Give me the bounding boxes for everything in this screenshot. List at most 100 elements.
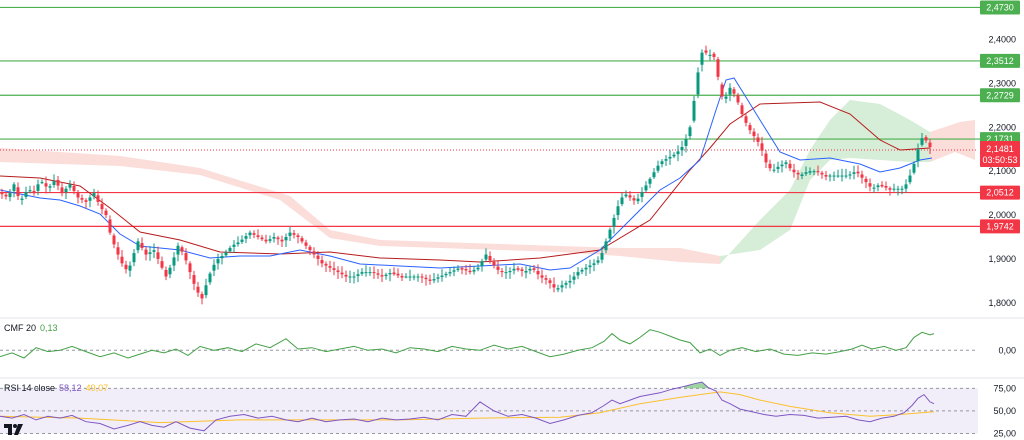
candle[interactable] — [432, 273, 436, 284]
candle[interactable] — [0, 188, 4, 199]
candle[interactable] — [656, 160, 660, 173]
candle[interactable] — [664, 155, 668, 167]
candle[interactable] — [768, 159, 772, 172]
candle[interactable] — [652, 168, 656, 179]
candle[interactable] — [192, 270, 196, 291]
candle[interactable] — [896, 185, 900, 196]
candle[interactable] — [424, 274, 428, 286]
candle[interactable] — [244, 232, 248, 244]
candle[interactable] — [676, 145, 680, 162]
candle[interactable] — [48, 183, 52, 192]
candle[interactable] — [292, 229, 296, 239]
candle[interactable] — [920, 133, 924, 147]
candle[interactable] — [304, 239, 308, 250]
candle[interactable] — [124, 260, 128, 274]
candle[interactable] — [252, 230, 256, 239]
candle[interactable] — [888, 186, 892, 196]
candle[interactable] — [800, 172, 804, 180]
candle[interactable] — [40, 179, 44, 185]
candle[interactable] — [484, 248, 488, 262]
candle[interactable] — [80, 194, 84, 204]
candle[interactable] — [860, 170, 864, 184]
candle[interactable] — [476, 263, 480, 272]
candle[interactable] — [220, 253, 224, 265]
candle[interactable] — [144, 246, 148, 261]
candle[interactable] — [300, 235, 304, 244]
candle[interactable] — [12, 182, 16, 198]
candle[interactable] — [560, 280, 564, 293]
candle[interactable] — [168, 264, 172, 279]
price-axis[interactable]: 2,4730 2,3512 2,2729 2,1731 2,0512 1,9742 2,40… — [980, 0, 1020, 438]
candle[interactable] — [456, 265, 460, 272]
candle[interactable] — [288, 227, 292, 242]
candle[interactable] — [72, 181, 76, 195]
candle[interactable] — [140, 237, 144, 251]
candle[interactable] — [396, 268, 400, 279]
candle[interactable] — [536, 264, 540, 280]
candle[interactable] — [616, 200, 620, 221]
candle[interactable] — [924, 135, 928, 144]
candle[interactable] — [388, 268, 392, 282]
candle[interactable] — [56, 175, 60, 191]
candle[interactable] — [232, 240, 236, 254]
candle[interactable] — [356, 269, 360, 283]
candle[interactable] — [584, 263, 588, 276]
candle[interactable] — [272, 232, 276, 243]
candle[interactable] — [496, 261, 500, 275]
candle[interactable] — [756, 133, 760, 147]
candle[interactable] — [436, 273, 440, 283]
candle[interactable] — [464, 264, 468, 276]
candle[interactable] — [228, 245, 232, 254]
candle[interactable] — [412, 274, 416, 281]
candle[interactable] — [716, 56, 720, 81]
candle[interactable] — [52, 174, 56, 188]
candle[interactable] — [740, 102, 744, 118]
candle[interactable] — [516, 266, 520, 272]
candle[interactable] — [552, 277, 556, 293]
candle[interactable] — [760, 136, 764, 156]
candle[interactable] — [348, 270, 352, 284]
candle[interactable] — [392, 267, 396, 276]
candle[interactable] — [416, 273, 420, 282]
candle[interactable] — [572, 271, 576, 285]
candle[interactable] — [528, 265, 532, 275]
candle[interactable] — [732, 87, 736, 98]
candle[interactable] — [112, 233, 116, 249]
candle[interactable] — [780, 160, 784, 173]
candle[interactable] — [808, 167, 812, 175]
candle[interactable] — [620, 192, 624, 207]
candle[interactable] — [796, 169, 800, 181]
candle[interactable] — [440, 269, 444, 282]
candle[interactable] — [712, 51, 716, 61]
candle[interactable] — [660, 159, 664, 168]
candle[interactable] — [492, 258, 496, 269]
candle[interactable] — [328, 260, 332, 273]
candle[interactable] — [692, 95, 696, 123]
candle[interactable] — [488, 251, 492, 264]
candle[interactable] — [264, 234, 268, 244]
candle[interactable] — [596, 256, 600, 265]
candle[interactable] — [108, 215, 112, 235]
candle[interactable] — [284, 233, 288, 247]
candle[interactable] — [556, 284, 560, 293]
candle[interactable] — [544, 274, 548, 285]
candle[interactable] — [688, 125, 692, 140]
candle[interactable] — [540, 269, 544, 284]
candle[interactable] — [736, 92, 740, 105]
candle[interactable] — [500, 268, 504, 278]
candle[interactable] — [184, 248, 188, 265]
candle[interactable] — [504, 265, 508, 279]
candle[interactable] — [100, 198, 104, 215]
candle[interactable] — [468, 264, 472, 275]
candle[interactable] — [216, 253, 220, 270]
candle[interactable] — [164, 266, 168, 281]
candle[interactable] — [744, 113, 748, 127]
candle[interactable] — [152, 243, 156, 259]
candle[interactable] — [892, 183, 896, 192]
candle[interactable] — [280, 235, 284, 248]
candle[interactable] — [916, 143, 920, 168]
candle[interactable] — [136, 238, 140, 254]
candle[interactable] — [640, 187, 644, 203]
candle[interactable] — [68, 180, 72, 191]
